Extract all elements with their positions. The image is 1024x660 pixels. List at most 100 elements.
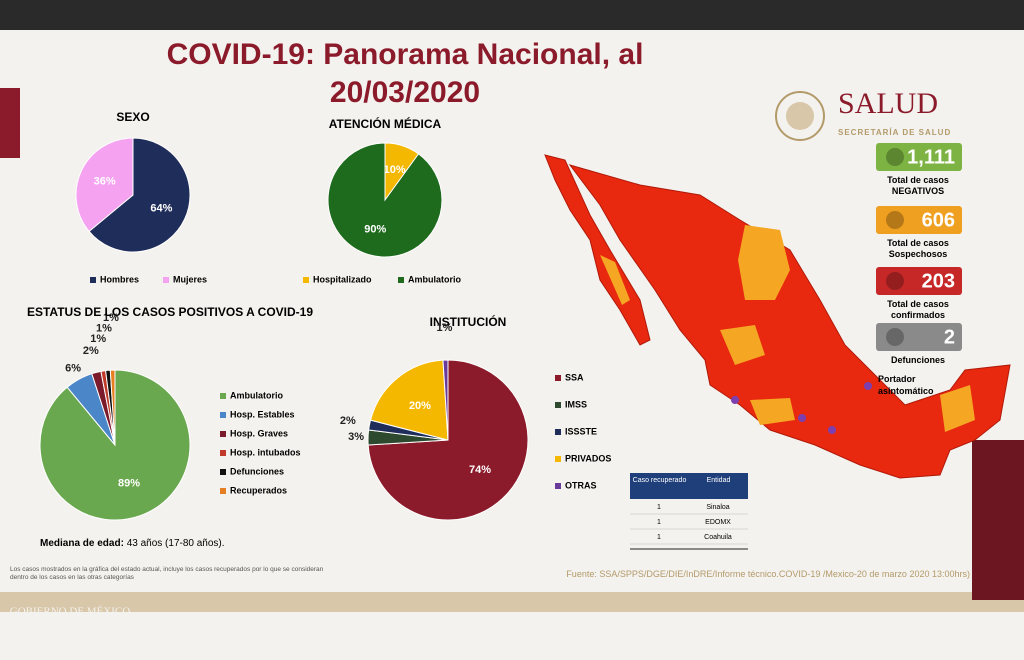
table-cell: EDOMX xyxy=(705,519,731,526)
map-state xyxy=(940,385,975,432)
pie-slice xyxy=(75,137,134,233)
stat-box xyxy=(876,323,962,351)
legend-swatch xyxy=(220,488,226,494)
map xyxy=(544,154,1011,479)
map-marker xyxy=(731,396,739,404)
stat-label: Defunciones xyxy=(890,355,945,365)
data-label: 1% xyxy=(96,322,112,334)
chart-title: ATENCIÓN MÉDICA xyxy=(329,116,442,131)
table-header-bg xyxy=(630,473,748,499)
map-marker xyxy=(828,426,836,434)
chart-title: ESTATUS DE LOS CASOS POSITIVOS A COVID-1… xyxy=(26,305,314,319)
pie-slice xyxy=(88,137,191,253)
chart-title: INSTITUCIÓN xyxy=(430,314,507,329)
stat-box xyxy=(876,206,962,234)
legend-swatch xyxy=(220,393,226,399)
data-label: 6% xyxy=(65,363,81,375)
stat-icon xyxy=(886,211,904,229)
chart-title: SEXO xyxy=(116,110,149,124)
data-label: 10% xyxy=(384,164,406,176)
data-label: 1% xyxy=(90,333,106,345)
median: Mediana de edad: 43 años (17-80 años). xyxy=(40,538,225,549)
table-header: Entidad xyxy=(706,477,731,484)
data-label: 1% xyxy=(103,312,119,324)
stat-value: 1,111 xyxy=(907,146,955,168)
map-state xyxy=(720,325,765,365)
map-mainland xyxy=(568,164,1011,479)
title: COVID-19: Panorama Nacional, al 20/03/20… xyxy=(166,38,644,109)
table-cell: 1 xyxy=(657,504,661,511)
legend-swatch xyxy=(220,412,226,418)
median-label: Mediana de edad: xyxy=(40,538,124,549)
data-label: 89% xyxy=(118,478,140,490)
legend-swatch xyxy=(398,277,404,283)
stat-box xyxy=(876,143,962,171)
data-label: 20% xyxy=(409,400,431,412)
source: Fuente: SSA/SPPS/DGE/DIE/InDRE/Informe t… xyxy=(566,569,970,579)
legend-swatch xyxy=(555,429,561,435)
legend-marker xyxy=(864,382,872,390)
legend-swatch xyxy=(220,469,226,475)
stat-label: Total de casos Sospechosos xyxy=(887,238,949,259)
map-state xyxy=(750,398,795,425)
top-bar xyxy=(0,0,1024,30)
logo-name: SALUD xyxy=(838,87,938,120)
data-label: 90% xyxy=(364,224,386,236)
stat-label: Total de casos NEGATIVOS xyxy=(887,175,949,196)
pie-slice xyxy=(442,359,449,441)
stat-value: 606 xyxy=(922,209,955,231)
emblem-center xyxy=(786,102,814,130)
legend-swatch xyxy=(555,375,561,381)
map-marker xyxy=(798,414,806,422)
legend-swatch xyxy=(220,431,226,437)
emblem xyxy=(775,91,825,141)
data-label: 64% xyxy=(150,202,172,214)
legend-label: Hosp. intubados xyxy=(230,447,301,457)
video-overlay xyxy=(972,440,1024,600)
stat-icon xyxy=(886,328,904,346)
side-tab xyxy=(0,88,20,158)
legend-label: Mujeres xyxy=(173,274,207,284)
stat-icon xyxy=(886,272,904,290)
legend-swatch xyxy=(163,277,169,283)
legend-label: Ambulatorio xyxy=(230,390,284,400)
footnote: Los casos mostrados en la gráfica del es… xyxy=(10,566,324,581)
map-state xyxy=(600,255,630,305)
pie-slice xyxy=(109,369,116,446)
legend-swatch xyxy=(303,277,309,283)
legend-label: Hosp. Estables xyxy=(230,409,295,419)
legend-label: Recuperados xyxy=(230,485,287,495)
bottom-band xyxy=(0,592,1024,612)
map-legend: Portador asintomático xyxy=(878,374,934,396)
government-logo: GOBIERNO DE MÉXICO xyxy=(10,606,130,618)
logo-subtitle: SECRETARÍA DE SALUD xyxy=(838,128,951,137)
legend-swatch xyxy=(555,402,561,408)
stat-icon xyxy=(886,148,904,166)
data-label: 2% xyxy=(83,345,99,357)
legend-label: ISSSTE xyxy=(565,426,597,436)
legend-swatch xyxy=(220,450,226,456)
legend-label: PRIVADOS xyxy=(565,453,611,463)
stat-value: 203 xyxy=(922,270,955,292)
data-label: 74% xyxy=(469,464,491,476)
legend-label: SSA xyxy=(565,372,584,382)
legend-label: Hospitalizado xyxy=(313,274,372,284)
data-label: 2% xyxy=(340,415,356,427)
table-cell: Sinaloa xyxy=(706,504,729,511)
legend-swatch xyxy=(555,483,561,489)
background xyxy=(0,30,1024,660)
legend-label: Defunciones xyxy=(230,466,284,476)
stat-value: 2 xyxy=(944,326,955,348)
data-label: 3% xyxy=(348,431,364,443)
data-label: 1% xyxy=(437,322,453,334)
table-cell: 1 xyxy=(657,519,661,526)
legend-swatch xyxy=(555,456,561,462)
legend-label: Ambulatorio xyxy=(408,274,462,284)
table-cell: 1 xyxy=(657,534,661,541)
map-state xyxy=(738,225,790,300)
stat-label: Total de casos confirmados xyxy=(887,299,949,320)
median-value: 43 años (17-80 años). xyxy=(126,538,225,549)
data-label: 36% xyxy=(94,176,116,188)
